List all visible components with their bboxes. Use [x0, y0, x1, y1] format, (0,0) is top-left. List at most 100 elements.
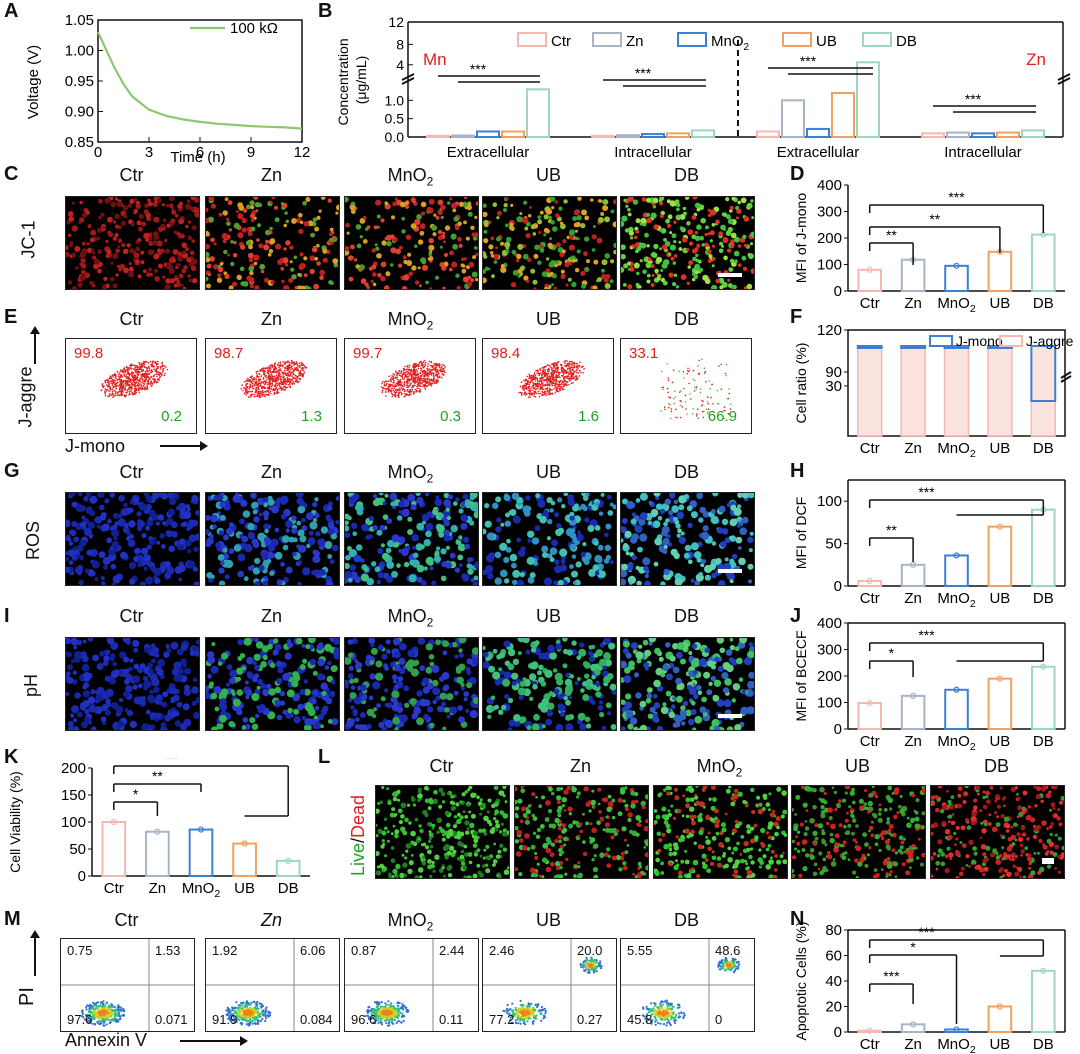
flow-event: [727, 397, 730, 399]
cell-dot: [171, 258, 176, 263]
flow-event: [424, 361, 427, 364]
micrograph-cells: [206, 197, 339, 289]
cell-dot: [193, 197, 199, 203]
flow-event: [152, 378, 155, 380]
cell-dot: [567, 277, 572, 282]
cell-dot: [374, 566, 381, 573]
cell-dot: [159, 533, 165, 539]
flow-event: [269, 369, 271, 372]
cell-dot: [543, 214, 549, 220]
flow-event: [572, 373, 574, 375]
flow-event: [538, 382, 540, 385]
flow-event: [545, 365, 547, 368]
flow-event: [398, 389, 400, 392]
flow-event: [533, 387, 536, 389]
legend-label: UB: [816, 33, 837, 50]
cell-dot: [274, 499, 280, 506]
cell-dot: [708, 213, 712, 218]
flow-event: [151, 382, 154, 385]
flow-event: [569, 370, 571, 373]
cell-dot: [659, 197, 665, 201]
cell-dot: [560, 559, 566, 565]
cell-dot: [81, 269, 86, 275]
flow-event: [114, 380, 116, 382]
cell-dot: [178, 577, 183, 582]
bar-Zn: [451, 134, 475, 139]
cell-dot: [449, 197, 453, 201]
cell-dot: [103, 276, 108, 281]
cell-dot: [120, 508, 129, 516]
flow-event: [436, 369, 439, 371]
flow-event: [130, 389, 133, 391]
cell-dot: [263, 244, 270, 251]
flow-event: [255, 378, 258, 380]
column-header-ctr: Ctr: [65, 165, 198, 186]
cell-dot: [592, 225, 596, 228]
flow-event: [434, 381, 436, 383]
cell-dot: [532, 223, 539, 229]
flow-event: [403, 385, 406, 387]
cell-dot: [469, 495, 475, 501]
flow-event: [553, 365, 556, 368]
flow-event: [671, 381, 674, 384]
flow-event: [136, 389, 138, 392]
flow-event: [662, 386, 664, 389]
cell-dot: [187, 560, 196, 569]
cell-dot: [672, 282, 677, 287]
cell-dot: [462, 276, 470, 283]
cell-dot: [729, 209, 733, 213]
flow-event: [414, 373, 416, 376]
cell-dot: [656, 256, 663, 263]
cell-dot: [470, 578, 475, 583]
cell-dot: [145, 504, 152, 511]
flow-event: [697, 417, 699, 419]
cell-dot: [75, 266, 79, 270]
flow-event: [121, 389, 123, 391]
cell-dot: [604, 532, 609, 538]
flow-event: [152, 360, 154, 362]
flow-event: [134, 385, 136, 388]
cell-dot: [515, 258, 520, 263]
cell-dot: [566, 235, 571, 240]
flow-event: [552, 371, 555, 373]
cell-dot: [102, 284, 106, 289]
flow-event: [115, 382, 117, 385]
flow-event: [128, 392, 131, 394]
flow-event: [419, 379, 422, 381]
cell-dot: [161, 493, 168, 500]
flow-event: [549, 379, 552, 382]
flow-event: [104, 394, 107, 397]
flow-event: [577, 376, 579, 379]
flow-event: [438, 366, 440, 368]
flow-event: [248, 387, 251, 390]
cell-dot: [345, 577, 349, 584]
cell-dot: [444, 225, 451, 231]
cell-dot: [106, 249, 112, 255]
flow-event: [544, 390, 546, 392]
flow-event: [398, 394, 400, 396]
cell-dot: [673, 220, 677, 224]
cell-dot: [181, 242, 187, 248]
flow-event: [561, 371, 564, 374]
cell-dot: [282, 535, 290, 543]
flow-event: [415, 376, 417, 378]
cell-dot: [428, 244, 435, 251]
cell-dot: [312, 517, 318, 523]
cell-dot: [386, 561, 395, 569]
panel-letter-N: N: [790, 908, 805, 930]
cell-dot: [188, 261, 195, 268]
flow-event: [396, 376, 398, 378]
cell-dot: [522, 253, 529, 260]
flow-event: [540, 377, 542, 380]
flow-event: [524, 387, 526, 390]
flow-event: [281, 364, 283, 366]
cell-dot: [467, 568, 474, 575]
cell-dot: [523, 200, 528, 205]
cell-dot: [78, 493, 83, 496]
flow-event: [279, 385, 281, 388]
flow-event: [262, 373, 265, 375]
cell-dot: [679, 226, 684, 231]
cell-dot: [633, 262, 640, 269]
flow-event: [521, 392, 523, 394]
flow-event: [553, 382, 556, 385]
